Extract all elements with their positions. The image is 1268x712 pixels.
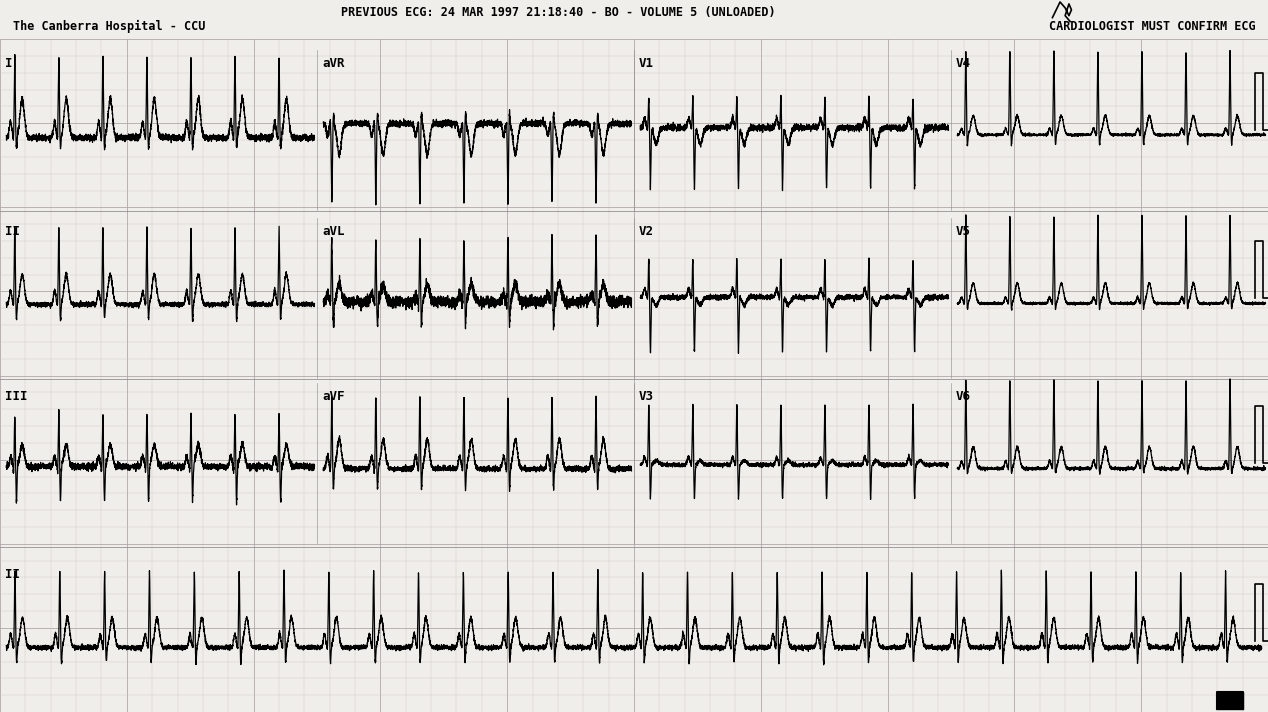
- Text: V4: V4: [956, 57, 971, 70]
- Text: aVL: aVL: [322, 225, 345, 238]
- Text: PREVIOUS ECG: 24 MAR 1997 21:18:40 - BO - VOLUME 5 (UNLOADED): PREVIOUS ECG: 24 MAR 1997 21:18:40 - BO …: [341, 6, 775, 19]
- Text: aVF: aVF: [322, 390, 345, 403]
- Bar: [1217, 692, 1243, 708]
- Text: I: I: [5, 57, 13, 70]
- Text: V6: V6: [956, 390, 971, 403]
- Text: V2: V2: [639, 225, 654, 238]
- Text: II: II: [5, 568, 20, 581]
- Text: The Canberra Hospital - CCU: The Canberra Hospital - CCU: [13, 20, 205, 33]
- Text: III: III: [5, 390, 28, 403]
- Text: V3: V3: [639, 390, 654, 403]
- Text: V1: V1: [639, 57, 654, 70]
- Text: aVR: aVR: [322, 57, 345, 70]
- Text: CARDIOLOGIST MUST CONFIRM ECG: CARDIOLOGIST MUST CONFIRM ECG: [1049, 20, 1255, 33]
- Text: V5: V5: [956, 225, 971, 238]
- Text: II: II: [5, 225, 20, 238]
